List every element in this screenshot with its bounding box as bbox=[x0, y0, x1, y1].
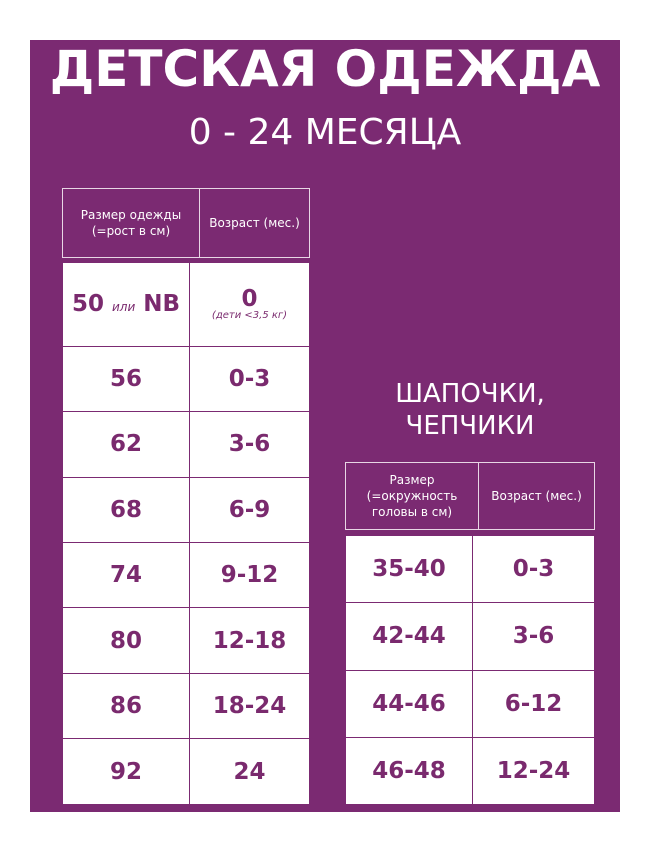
table-row: 46-48 12-24 bbox=[345, 736, 595, 806]
hats-table: 35-40 0-3 42-44 3-6 44-46 6-12 46-48 12-24 bbox=[345, 534, 595, 806]
clothing-table: 50 или NB 0 (дети <3,5 кг) 56 0-3 62 3-6 68 6-… bbox=[62, 262, 310, 805]
header-size: Размер (=окружность головы в см) bbox=[345, 462, 479, 530]
size-cell: 62 bbox=[62, 411, 190, 478]
age-cell: 6-12 bbox=[472, 669, 595, 738]
size-cell: 74 bbox=[62, 541, 190, 609]
page-subtitle: 0 - 24 МЕСЯЦА bbox=[188, 112, 462, 153]
age-note: (дети <3,5 кг) bbox=[211, 310, 288, 322]
size-cell: 44-46 bbox=[345, 669, 473, 738]
age-cell: 9-12 bbox=[189, 541, 310, 609]
table-row: 62 3-6 bbox=[62, 411, 310, 478]
header-age: Возраст (мес.) bbox=[199, 188, 310, 258]
table-row: 74 9-12 bbox=[62, 541, 310, 609]
size-cell: 86 bbox=[62, 672, 190, 740]
age-cell: 18-24 bbox=[189, 672, 310, 740]
size-cell: 42-44 bbox=[345, 602, 473, 671]
size-cell: 80 bbox=[62, 607, 190, 674]
table-row: 56 0-3 bbox=[62, 345, 310, 413]
size-alt: NB bbox=[143, 291, 181, 318]
table-row: 92 24 bbox=[62, 738, 310, 805]
page-title: ДЕТСКАЯ ОДЕЖДА bbox=[49, 40, 601, 98]
header-age: Возраст (мес.) bbox=[478, 462, 595, 530]
size-cell: 50 bbox=[71, 291, 104, 318]
age-cell: 12-18 bbox=[189, 607, 310, 674]
size-cell: 68 bbox=[62, 476, 190, 544]
age-cell: 12-24 bbox=[472, 736, 595, 806]
age-cell: 6-9 bbox=[189, 476, 310, 544]
age-cell: 24 bbox=[189, 738, 310, 805]
age-cell: 0 bbox=[241, 286, 258, 313]
size-cell: 92 bbox=[62, 738, 190, 805]
table-row: 80 12-18 bbox=[62, 607, 310, 674]
size-cell: 56 bbox=[62, 345, 190, 413]
table-row: 68 6-9 bbox=[62, 476, 310, 544]
size-cell: 46-48 bbox=[345, 736, 473, 806]
clothing-table-header: Размер одежды (=рост в см) Возраст (мес.… bbox=[62, 188, 310, 258]
table-row: 42-44 3-6 bbox=[345, 602, 595, 671]
table-row: 50 или NB 0 (дети <3,5 кг) bbox=[62, 262, 310, 347]
or-text: или bbox=[111, 300, 136, 315]
hats-table-header: Размер (=окружность головы в см) Возраст… bbox=[345, 462, 595, 530]
age-cell: 0-3 bbox=[472, 534, 595, 604]
age-cell: 3-6 bbox=[472, 602, 595, 671]
table-row: 35-40 0-3 bbox=[345, 534, 595, 604]
header-size: Размер одежды (=рост в см) bbox=[62, 188, 200, 258]
table-row: 86 18-24 bbox=[62, 672, 310, 740]
age-cell: 3-6 bbox=[189, 411, 310, 478]
table-row: 44-46 6-12 bbox=[345, 669, 595, 738]
size-cell: 35-40 bbox=[345, 534, 473, 604]
hats-title: ШАПОЧКИ, ЧЕПЧИКИ bbox=[395, 379, 545, 441]
age-cell: 0-3 bbox=[189, 345, 310, 413]
